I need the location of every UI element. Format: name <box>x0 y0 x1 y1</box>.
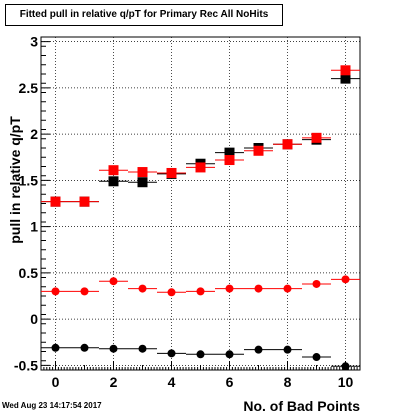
y-tick-label: 1 <box>30 219 38 235</box>
data-point-square <box>340 73 351 84</box>
data-point-circle <box>196 350 205 359</box>
y-tick-label: 2.5 <box>19 80 39 96</box>
data-point-square <box>253 145 264 156</box>
data-point-circle <box>283 345 292 354</box>
y-tick-label: 2 <box>30 126 38 142</box>
data-point-circle <box>312 353 321 362</box>
y-tick-label: 1.5 <box>19 172 39 188</box>
data-marks <box>41 65 360 371</box>
data-point-circle <box>138 284 147 293</box>
data-point-square <box>224 147 235 158</box>
data-point-square <box>340 65 351 76</box>
data-point-circle <box>312 279 321 288</box>
data-point-circle <box>283 284 292 293</box>
data-point-square <box>108 165 119 176</box>
x-tick-label: 6 <box>226 374 234 390</box>
x-tick-label: 4 <box>168 374 176 390</box>
data-point-square <box>166 167 177 178</box>
data-point-circle <box>167 288 176 297</box>
x-tick-label: 0 <box>52 374 60 390</box>
data-point-circle <box>341 362 350 371</box>
y-axis-label: pull in relative q/pT <box>7 116 23 244</box>
data-point-circle <box>80 287 89 296</box>
data-point-circle <box>167 349 176 358</box>
data-point-circle <box>51 287 60 296</box>
data-point-circle <box>225 350 234 359</box>
data-point-square <box>79 196 90 207</box>
y-tick-label: -0.5 <box>14 357 38 373</box>
data-point-square <box>195 162 206 173</box>
series-2 <box>41 65 360 207</box>
x-tick-label: 8 <box>284 374 292 390</box>
data-point-circle <box>254 345 263 354</box>
y-tick-label: 3 <box>30 34 38 50</box>
axis-ticks: 0 2 4 6 8 10 -0.5 0 0.5 1 1.5 2 2.5 3 <box>14 34 361 390</box>
data-point-square <box>224 155 235 166</box>
data-point-circle <box>80 343 89 352</box>
data-point-circle <box>109 277 118 286</box>
timestamp: Wed Aug 23 14:17:54 2017 <box>2 401 102 410</box>
data-point-circle <box>51 343 60 352</box>
x-axis-label: No. of Bad Points <box>243 398 360 414</box>
x-tick-label: 10 <box>338 374 354 390</box>
series-3 <box>41 275 360 297</box>
x-tick-label: 2 <box>110 374 118 390</box>
plot-frame <box>40 36 361 371</box>
data-point-circle <box>225 284 234 293</box>
plot-title: Fitted pull in relative q/pT for Primary… <box>5 4 283 26</box>
data-point-circle <box>341 275 350 284</box>
data-point-square <box>311 132 322 143</box>
data-point-square <box>50 196 61 207</box>
data-point-square <box>108 176 119 187</box>
data-point-square <box>137 177 148 188</box>
y-tick-label: 0.5 <box>19 265 39 281</box>
y-tick-label: 0 <box>30 311 38 327</box>
series-4 <box>41 343 360 371</box>
data-point-circle <box>254 284 263 293</box>
data-point-square <box>137 167 148 178</box>
data-point-circle <box>196 287 205 296</box>
data-point-circle <box>138 344 147 353</box>
data-point-square <box>282 139 293 150</box>
data-point-circle <box>109 344 118 353</box>
